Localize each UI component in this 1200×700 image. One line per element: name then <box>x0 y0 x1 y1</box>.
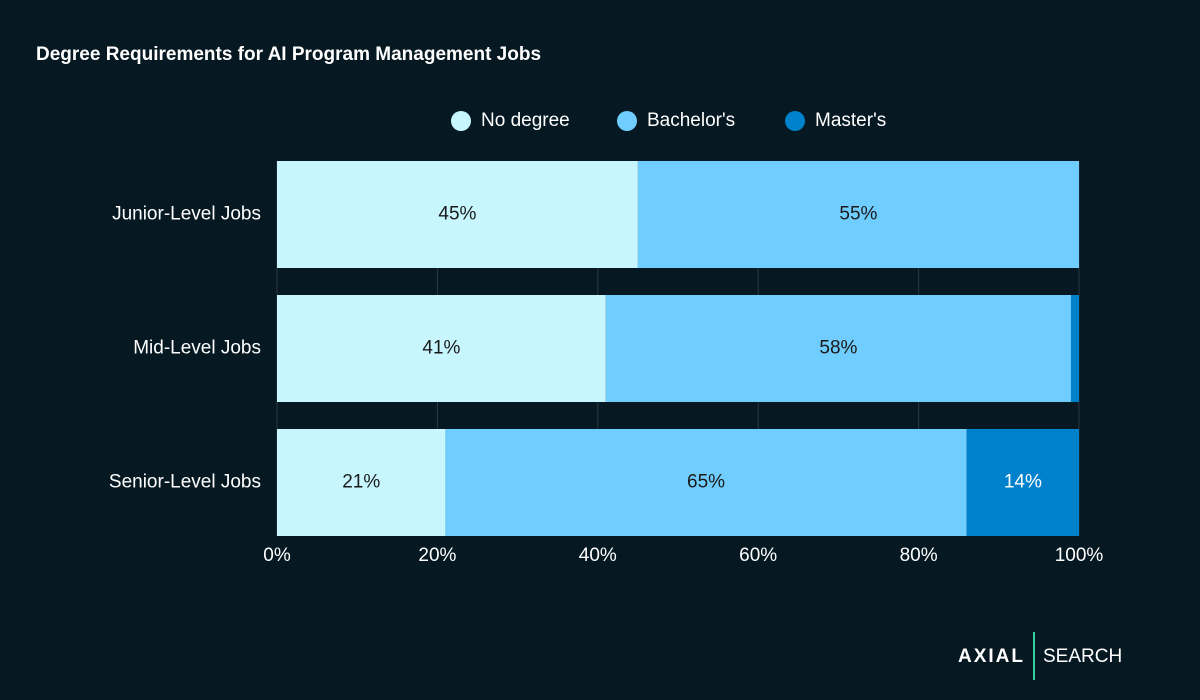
legend-label: Bachelor's <box>647 110 735 131</box>
value-label: 58% <box>819 338 857 359</box>
logo-right: SEARCH <box>1043 646 1122 667</box>
y-tick-label: Senior-Level Jobs <box>109 472 261 493</box>
x-tick-label: 40% <box>579 545 617 566</box>
bar-segment <box>605 295 1071 402</box>
legend-marker <box>451 111 471 131</box>
value-label: 45% <box>438 204 476 225</box>
legend-marker <box>785 111 805 131</box>
value-label: 65% <box>687 472 725 493</box>
value-label: 21% <box>342 472 380 493</box>
legend-label: No degree <box>481 110 570 131</box>
x-tick-label: 100% <box>1055 545 1104 566</box>
logo-left: AXIAL <box>958 646 1025 667</box>
value-label: 14% <box>1004 472 1042 493</box>
bar-segment <box>277 429 446 536</box>
x-tick-label: 20% <box>418 545 456 566</box>
bar-segment <box>966 429 1079 536</box>
y-tick-label: Junior-Level Jobs <box>112 204 261 225</box>
bar-segment <box>637 161 1079 268</box>
value-label: 41% <box>422 338 460 359</box>
y-tick-label: Mid-Level Jobs <box>133 338 261 359</box>
legend-label: Master's <box>815 110 886 131</box>
legend-marker <box>617 111 637 131</box>
x-tick-label: 80% <box>900 545 938 566</box>
x-tick-label: 60% <box>739 545 777 566</box>
x-tick-label: 0% <box>263 545 291 566</box>
bar-segment <box>1070 295 1079 402</box>
chart-title: Degree Requirements for AI Program Manag… <box>36 44 541 65</box>
bar-segment <box>445 429 967 536</box>
bar-segment <box>277 295 606 402</box>
value-label: 55% <box>839 204 877 225</box>
bar-segment <box>277 161 638 268</box>
